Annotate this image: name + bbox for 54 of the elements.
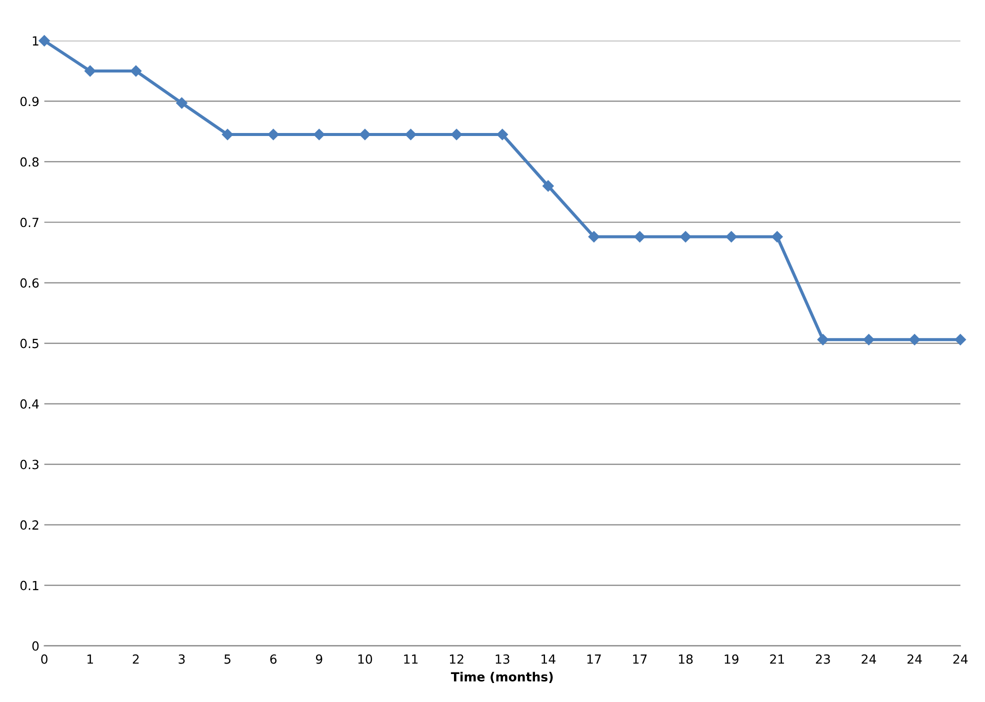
x-tick-label: 17 [587, 654, 601, 664]
x-tick-label: 14 [542, 654, 556, 664]
x-tick-label: 24 [908, 654, 922, 664]
x-tick-label: 21 [770, 654, 784, 664]
point [680, 231, 692, 242]
y-tick-label: 0.7 [20, 218, 38, 228]
point [405, 128, 416, 140]
point [130, 65, 142, 77]
point [496, 128, 508, 140]
y-tick-label: 0.1 [20, 580, 38, 590]
x-tick-label: 5 [224, 654, 230, 664]
y-tick-label: 0 [32, 641, 39, 651]
x-tick-label: 3 [178, 654, 185, 664]
x-tick-label: 1 [88, 654, 93, 664]
x-tick-label: 10 [358, 654, 372, 664]
x-tick-label: 18 [678, 654, 693, 664]
x-tick-label: 2 [132, 654, 139, 664]
point [954, 334, 966, 346]
point [176, 97, 188, 109]
x-tick-label: 24 [953, 654, 968, 664]
y-tick-label: 0.6 [20, 278, 39, 288]
x-tick-label: 13 [496, 654, 510, 664]
point [772, 231, 783, 242]
x-tick-label: 24 [862, 654, 876, 664]
point [268, 128, 279, 140]
x-tick-label: 19 [724, 654, 738, 664]
x-axis-title: Time (months) [450, 672, 553, 683]
point [726, 231, 737, 242]
point [542, 180, 554, 192]
point [222, 128, 234, 140]
x-tick-label: 11 [404, 654, 418, 664]
point [450, 128, 462, 140]
y-tick-label: 0.5 [20, 338, 38, 348]
x-tick-label: 9 [316, 654, 322, 664]
point [817, 334, 829, 346]
y-tick-label: 1 [32, 36, 38, 46]
y-tick-label: 0.8 [20, 157, 39, 167]
y-tick-label: 0.4 [20, 399, 39, 409]
point [38, 35, 50, 46]
x-tick-label: 12 [450, 654, 464, 664]
point [359, 128, 371, 140]
x-tick-label: 0 [41, 654, 48, 664]
x-tick-label: 17 [633, 654, 647, 664]
point [634, 231, 646, 242]
x-tick-label: 23 [816, 654, 830, 664]
y-tick-label: 0.9 [20, 96, 39, 106]
point [84, 65, 96, 77]
y-tick-label: 0.2 [20, 520, 38, 530]
point [908, 334, 920, 346]
y-tick-label: 0.3 [20, 460, 38, 470]
x-tick-label: 6 [270, 654, 277, 664]
point [588, 231, 600, 242]
point [314, 128, 325, 140]
point [863, 334, 874, 346]
